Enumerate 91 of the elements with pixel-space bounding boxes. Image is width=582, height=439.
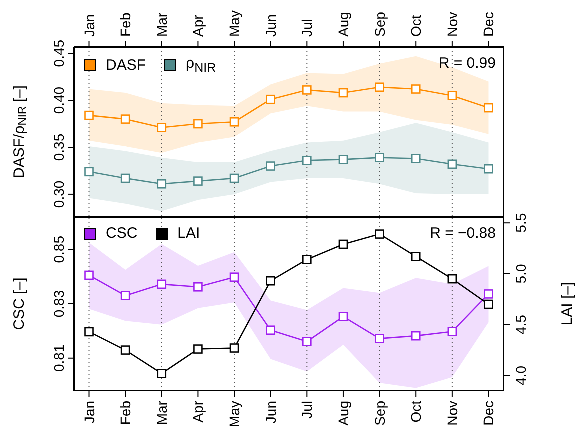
point (338, 155, 348, 164)
point (375, 230, 384, 239)
point (120, 346, 130, 355)
point (157, 123, 167, 132)
point (484, 103, 494, 113)
point (230, 174, 240, 184)
point (266, 162, 276, 171)
x-tick-label: Jul (299, 401, 316, 419)
y-axis-title: CSC [–] (11, 278, 28, 330)
legend-label: ρ$_{NIR}$ (186, 55, 216, 75)
y-tick-label: 0.35 (51, 134, 67, 162)
y2-tick-label: 4.0 (513, 366, 529, 386)
point (411, 84, 421, 94)
x-tick-label: Dec (480, 401, 497, 426)
point (448, 160, 458, 170)
point (338, 312, 348, 322)
x-tick-label: Dec (480, 12, 497, 37)
point (120, 291, 130, 300)
point (194, 282, 203, 292)
y-tick-label: 0.30 (51, 180, 67, 208)
y2-tick-label: 5.0 (513, 264, 529, 284)
point (84, 270, 94, 280)
x-tick-label: Sep (372, 400, 388, 426)
point (266, 326, 276, 336)
annotation: R = −0.88 (430, 225, 496, 242)
x-tick-label: Jan (81, 401, 98, 424)
point (266, 94, 276, 104)
point (448, 327, 458, 336)
x-tick-label: Aug (335, 401, 352, 426)
point (230, 344, 240, 353)
x-tick-label: May (226, 401, 243, 428)
y-tick-label: 0.40 (51, 86, 67, 114)
legend-label: CSC (106, 225, 138, 242)
y-tick-label: 0.83 (51, 290, 67, 318)
x-tick-label: Oct (408, 15, 424, 37)
y-tick-label: 0.45 (51, 40, 67, 68)
x-tick-label: Apr (190, 14, 206, 37)
point (84, 110, 94, 120)
y-tick-label: 0.81 (51, 344, 67, 372)
point (448, 274, 458, 284)
point (230, 272, 240, 282)
x-tick-label: Nov (444, 12, 460, 37)
x-tick-label: Mar (154, 12, 170, 37)
point (484, 300, 494, 310)
x-tick-label: Feb (118, 400, 134, 426)
point (230, 117, 240, 127)
x-tick-label: Nov (444, 401, 460, 426)
x-tick-label: Oct (408, 400, 424, 423)
x-tick-label: Jun (262, 401, 279, 424)
point (157, 369, 167, 378)
point (84, 167, 94, 177)
point (375, 153, 384, 162)
point (302, 255, 312, 264)
annotation: R = 0.99 (438, 55, 496, 72)
x-tick-label: Apr (190, 400, 206, 423)
legend-label: DASF (106, 56, 146, 74)
point (302, 337, 312, 346)
x-tick-label: Mar (154, 400, 170, 426)
point (484, 164, 494, 174)
y-tick-label: 0.85 (51, 236, 67, 264)
point (411, 154, 421, 164)
y2-axis-title: LAI [–] (559, 282, 576, 326)
y2-tick-label: 4.5 (513, 314, 529, 335)
x-tick-label: Jul (299, 19, 316, 37)
point (120, 174, 130, 184)
point (411, 252, 421, 262)
point (448, 91, 458, 100)
point (194, 176, 203, 186)
point (120, 114, 130, 124)
point (302, 156, 312, 166)
point (375, 82, 384, 92)
point (338, 88, 348, 98)
point (194, 344, 203, 354)
y2-tick-label: 5.5 (513, 213, 529, 233)
legend-label: LAI (178, 225, 200, 242)
point (157, 280, 167, 290)
x-tick-label: Jan (81, 14, 98, 37)
x-tick-label: Sep (372, 12, 388, 37)
point (484, 290, 494, 299)
point (194, 119, 203, 129)
x-tick-label: Jun (262, 14, 279, 37)
point (266, 276, 276, 286)
x-tick-label: Feb (118, 12, 134, 37)
point (375, 334, 384, 344)
point (84, 327, 94, 337)
point (411, 331, 421, 341)
x-tick-label: May (226, 10, 243, 37)
point (302, 86, 312, 95)
point (338, 240, 348, 250)
x-tick-label: Aug (335, 12, 352, 37)
point (157, 179, 167, 189)
